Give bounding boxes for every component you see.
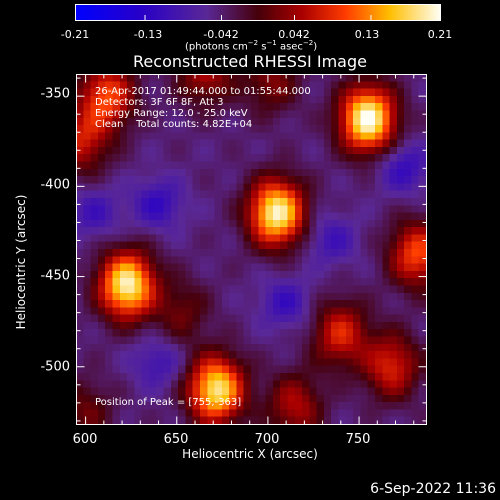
heatmap-image — [76, 74, 426, 424]
algorithm-counts-label: Clean Total counts: 4.82E+04 — [95, 119, 253, 130]
time-range-label: 26-Apr-2017 01:49:44.000 to 01:55:44.000 — [95, 86, 311, 97]
y-tick-label: -350 — [40, 86, 70, 102]
colorbar-tick-label: 0.21 — [427, 28, 453, 41]
y-tick-label: -500 — [40, 359, 70, 375]
colorbar-tick-label: -0.13 — [133, 28, 163, 41]
y-tick-label: -400 — [40, 177, 70, 193]
peak-position-label: Position of Peak = [755,-363] — [95, 397, 242, 408]
x-tick-label: 600 — [72, 432, 98, 447]
colorbar-tick-label: -0.21 — [60, 28, 90, 41]
x-tick-label: 650 — [163, 432, 189, 447]
x-axis-title: Heliocentric X (arcsec) — [182, 447, 318, 461]
colorbar-tick-label: -0.042 — [203, 28, 239, 41]
colorbar-units: (photons cm−2 s−1 asec−2) — [185, 39, 318, 53]
y-axis-title: Heliocentric Y (arcsec) — [14, 194, 28, 330]
colorbar-tick-label: 0.13 — [354, 28, 380, 41]
detectors-label: Detectors: 3F 6F 8F, Att 3 — [95, 97, 224, 108]
energy-range-label: Energy Range: 12.0 - 25.0 keV — [95, 108, 248, 119]
colorbar-ticks — [75, 4, 441, 21]
x-tick-label: 700 — [254, 432, 280, 447]
colorbar — [75, 4, 441, 21]
chart-title: Reconstructed RHESSI Image — [133, 52, 367, 71]
y-tick-label: -450 — [40, 268, 70, 284]
x-tick-label: 750 — [345, 432, 371, 447]
timestamp: 6-Sep-2022 11:36 — [370, 481, 496, 497]
colorbar-tick-label: 0.042 — [278, 28, 310, 41]
